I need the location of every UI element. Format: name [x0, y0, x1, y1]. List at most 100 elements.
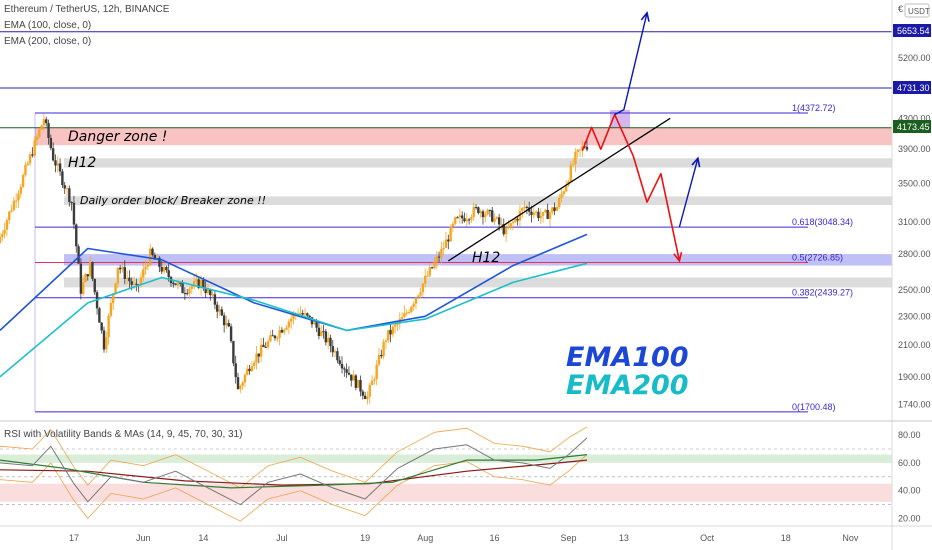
candle	[578, 149, 582, 151]
candle	[266, 341, 270, 348]
candle	[433, 262, 436, 268]
candle	[491, 210, 494, 222]
candle	[222, 315, 226, 326]
zones-layer	[35, 110, 892, 288]
candle	[338, 360, 341, 364]
candle	[484, 214, 487, 218]
price-tick-label: 3500.00	[898, 178, 931, 188]
fib-label: 0.618(3048.34)	[792, 217, 853, 227]
levels-layer: 1(4372.72) 0.618(3048.34) 0.5(2726.85) 0.38…	[0, 31, 892, 413]
candle	[350, 374, 353, 381]
ema-layer	[0, 233, 588, 378]
candle	[315, 322, 318, 328]
candle	[521, 207, 524, 211]
candle	[502, 224, 505, 235]
candle	[250, 366, 254, 372]
rsi-lower-volatility	[0, 454, 588, 522]
candle	[259, 344, 263, 357]
candle	[229, 326, 233, 342]
price-tag-current: 4173.45	[893, 120, 931, 133]
candle	[359, 379, 362, 392]
candle	[167, 270, 170, 278]
rsi-title[interactable]: RSI with Volatility Bands & MAs (14, 9, …	[4, 429, 243, 440]
candle	[24, 165, 27, 176]
candle	[493, 218, 496, 222]
candle	[576, 149, 579, 153]
price-tick-label: 1900.00	[898, 372, 931, 382]
blue-projection-mid	[678, 158, 699, 228]
time-tick-label: 18	[781, 533, 791, 543]
candle	[373, 379, 376, 381]
candle	[149, 248, 152, 266]
candle	[340, 363, 344, 369]
rsi-tick-label: 40.00	[898, 486, 921, 496]
candle	[135, 283, 138, 285]
candle	[544, 209, 547, 213]
candle	[458, 215, 462, 218]
candle	[410, 306, 413, 313]
candle	[430, 267, 434, 269]
candle	[317, 327, 321, 336]
candle	[534, 211, 538, 213]
candle	[354, 375, 358, 388]
candle	[449, 226, 452, 242]
candle	[343, 368, 346, 370]
candle	[539, 215, 542, 218]
candle	[192, 280, 196, 287]
candle	[61, 171, 64, 186]
candle	[347, 372, 351, 375]
ema100-legend[interactable]: EMA (100, close, 0)	[4, 20, 92, 31]
candle	[107, 315, 110, 338]
candle	[10, 210, 13, 212]
candle	[403, 313, 406, 317]
candle	[504, 227, 508, 235]
candle	[197, 279, 200, 288]
candle	[123, 267, 126, 279]
candle	[54, 160, 57, 166]
candle	[51, 148, 55, 161]
candle	[435, 256, 438, 263]
candle	[292, 313, 295, 319]
candle	[440, 249, 443, 258]
candle	[465, 219, 468, 222]
candle	[474, 207, 478, 209]
candle	[564, 184, 568, 192]
candle	[345, 369, 348, 373]
candle	[530, 211, 533, 216]
candle	[368, 385, 371, 397]
ema200-label: EMA200	[566, 370, 689, 401]
candle	[47, 123, 50, 138]
candle	[100, 322, 103, 331]
candle	[324, 331, 328, 343]
candle	[21, 175, 25, 187]
currency-box[interactable]	[904, 3, 930, 18]
candle	[213, 294, 217, 305]
candle	[507, 227, 510, 229]
lower-gray-zone	[64, 277, 892, 288]
candle	[3, 229, 6, 234]
candle	[366, 396, 369, 399]
candle	[142, 269, 145, 278]
candle	[532, 212, 536, 216]
time-tick-label: 19	[360, 533, 370, 543]
candle	[456, 217, 459, 219]
time-tick-label: Sep	[560, 533, 576, 543]
candle	[396, 323, 399, 325]
candle	[481, 211, 485, 218]
candle	[285, 327, 288, 330]
price-tick-label: 5200.00	[898, 53, 931, 63]
candle	[220, 309, 224, 316]
danger-zone	[35, 127, 892, 146]
chart-title: Ethereum / TetherUS, 12h, BINANCE	[4, 4, 170, 15]
candle	[424, 275, 427, 284]
ema200-legend[interactable]: EMA (200, close, 0)	[4, 36, 92, 47]
candle	[447, 239, 450, 242]
candle	[333, 351, 337, 353]
candle	[336, 351, 339, 361]
candle	[516, 218, 519, 221]
fib-05-zone	[64, 254, 892, 266]
svg-text:4731.30: 4731.30	[897, 83, 930, 93]
candle	[183, 293, 187, 295]
candle	[389, 330, 392, 335]
